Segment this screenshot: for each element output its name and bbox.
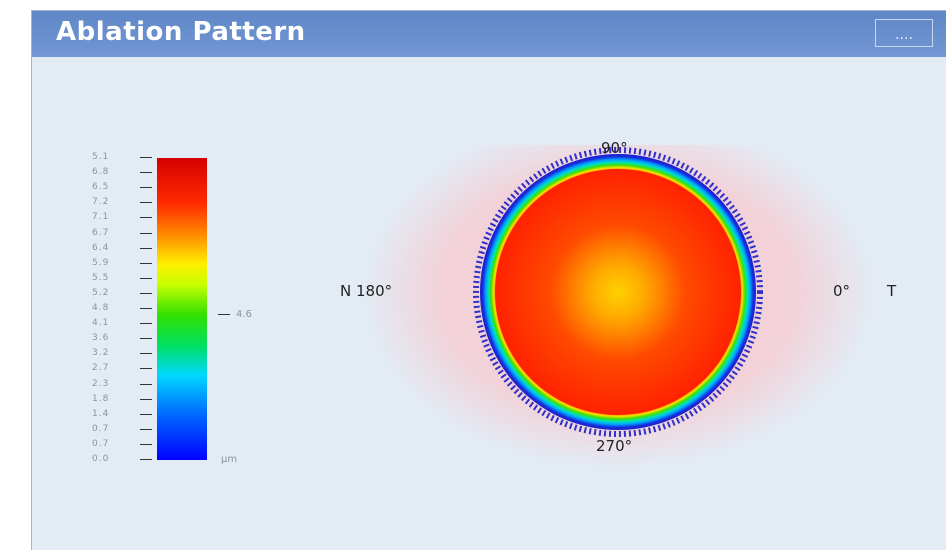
colorbar-tick: 6.4 xyxy=(92,242,156,254)
ablation-pattern-panel: Ablation Pattern .... 5.1 6.8 6.5 7.2 7.1 6.7… xyxy=(31,10,946,550)
colorbar-tick-mark xyxy=(140,308,152,309)
colorbar-tick: 2.7 xyxy=(92,363,156,374)
label-temporal: T xyxy=(887,282,897,300)
colorbar-tick-mark xyxy=(140,398,152,400)
label-0: 0° xyxy=(833,282,851,300)
colorbar-tick-mark xyxy=(140,383,152,385)
label-90: 90° xyxy=(601,139,628,157)
colorbar-tick: 6.5 xyxy=(92,182,156,193)
colorbar-tick-mark xyxy=(140,247,152,249)
colorbar-tick: 0.7 xyxy=(92,423,156,435)
label-270: 270° xyxy=(596,437,633,455)
colorbar-tick: 5.2 xyxy=(92,287,156,299)
colorbar-tick-mark xyxy=(140,323,152,325)
panel-body: 5.1 6.8 6.5 7.2 7.1 6.7 6.4 5.9 5.5 5.2 4.8 4.1 3.6 3… xyxy=(32,57,946,550)
colorbar-unit: µm xyxy=(221,454,238,465)
colorbar-tick-mark xyxy=(140,443,152,445)
colorbar-tick-label: 5.2 xyxy=(92,287,110,298)
colorbar-tick-label: 6.4 xyxy=(92,242,110,253)
panel-menu-button[interactable]: .... xyxy=(875,19,933,47)
colorbar-tick-mark xyxy=(140,338,152,340)
ablation-map: 90° 270° N 180° 0° T xyxy=(340,116,896,475)
colorbar-tick-label: 3.6 xyxy=(92,333,110,344)
colorbar-tick-mark xyxy=(140,459,152,460)
colorbar-tick-label: 6.7 xyxy=(92,227,110,238)
colorbar-tick-label: 7.1 xyxy=(92,212,110,223)
disc-core xyxy=(495,169,741,415)
marker-line xyxy=(218,313,230,315)
marker-value: 4.6 xyxy=(236,309,252,320)
colorbar-tick-label: 2.3 xyxy=(92,378,110,389)
colorbar-tick: 1.4 xyxy=(92,408,156,420)
colorbar-tick-label: 1.8 xyxy=(92,393,110,404)
colorbar-tick-label: 0.0 xyxy=(92,454,110,464)
label-180: N 180° xyxy=(340,282,393,300)
colorbar-tick: 7.1 xyxy=(92,212,156,223)
colorbar-tick-label: 7.2 xyxy=(92,197,110,208)
colorbar-tick: 4.8 xyxy=(92,303,156,314)
colorbar-tick-mark xyxy=(140,187,152,189)
colorbar-tick-mark xyxy=(140,157,152,158)
colorbar-tick-mark xyxy=(140,262,152,264)
colorbar-marker: 4.6 xyxy=(218,309,252,320)
colorbar-tick-mark xyxy=(140,428,152,430)
ablation-disc-svg xyxy=(364,116,872,468)
colorbar-tick-mark xyxy=(140,353,152,355)
colorbar-tick-mark xyxy=(140,368,152,370)
colorbar-tick: 6.7 xyxy=(92,227,156,239)
colorbar-tick: 0.0 xyxy=(92,454,156,465)
colorbar-tick-label: 5.1 xyxy=(92,152,110,162)
colorbar-tick-label: 6.8 xyxy=(92,167,110,178)
colorbar-tick-label: 3.2 xyxy=(92,348,110,359)
panel-title: Ablation Pattern xyxy=(56,17,306,47)
colorbar-tick-label: 0.7 xyxy=(92,438,110,449)
colorbar-ticks: 5.1 6.8 6.5 7.2 7.1 6.7 6.4 5.9 5.5 5.2 4.8 4.1 3.6 3… xyxy=(92,152,156,464)
colorbar-tick-mark xyxy=(140,217,152,219)
color-scale-bar xyxy=(157,158,207,460)
colorbar-tick-label: 1.4 xyxy=(92,408,110,419)
colorbar-tick-mark xyxy=(140,172,152,174)
colorbar-tick-label: 6.5 xyxy=(92,182,110,193)
colorbar-tick: 4.1 xyxy=(92,318,156,329)
colorbar-tick-label: 4.1 xyxy=(92,318,110,329)
colorbar-tick-mark xyxy=(140,413,152,415)
colorbar-tick-mark xyxy=(140,232,152,234)
colorbar-tick: 3.2 xyxy=(92,348,156,359)
colorbar-tick-mark xyxy=(140,202,152,204)
colorbar-tick-label: 5.5 xyxy=(92,272,110,283)
colorbar-tick: 2.3 xyxy=(92,378,156,390)
colorbar-tick-label: 4.8 xyxy=(92,303,110,313)
colorbar-tick: 1.8 xyxy=(92,393,156,405)
colorbar-tick-mark xyxy=(140,292,152,294)
colorbar-tick: 6.8 xyxy=(92,167,156,178)
disc-outer-dotted-ring xyxy=(473,147,763,437)
colorbar-tick: 3.6 xyxy=(92,333,156,344)
colorbar-tick: 7.2 xyxy=(92,197,156,208)
colorbar-tick-label: 0.7 xyxy=(92,423,110,434)
colorbar-tick: 5.1 xyxy=(92,152,156,163)
colorbar-tick: 0.7 xyxy=(92,438,156,450)
colorbar-tick: 5.9 xyxy=(92,257,156,269)
colorbar-tick-label: 5.9 xyxy=(92,257,110,268)
title-bar: Ablation Pattern .... xyxy=(32,11,946,57)
colorbar-tick: 5.5 xyxy=(92,272,156,284)
colorbar-tick-mark xyxy=(140,277,152,279)
colorbar-tick-label: 2.7 xyxy=(92,363,110,374)
